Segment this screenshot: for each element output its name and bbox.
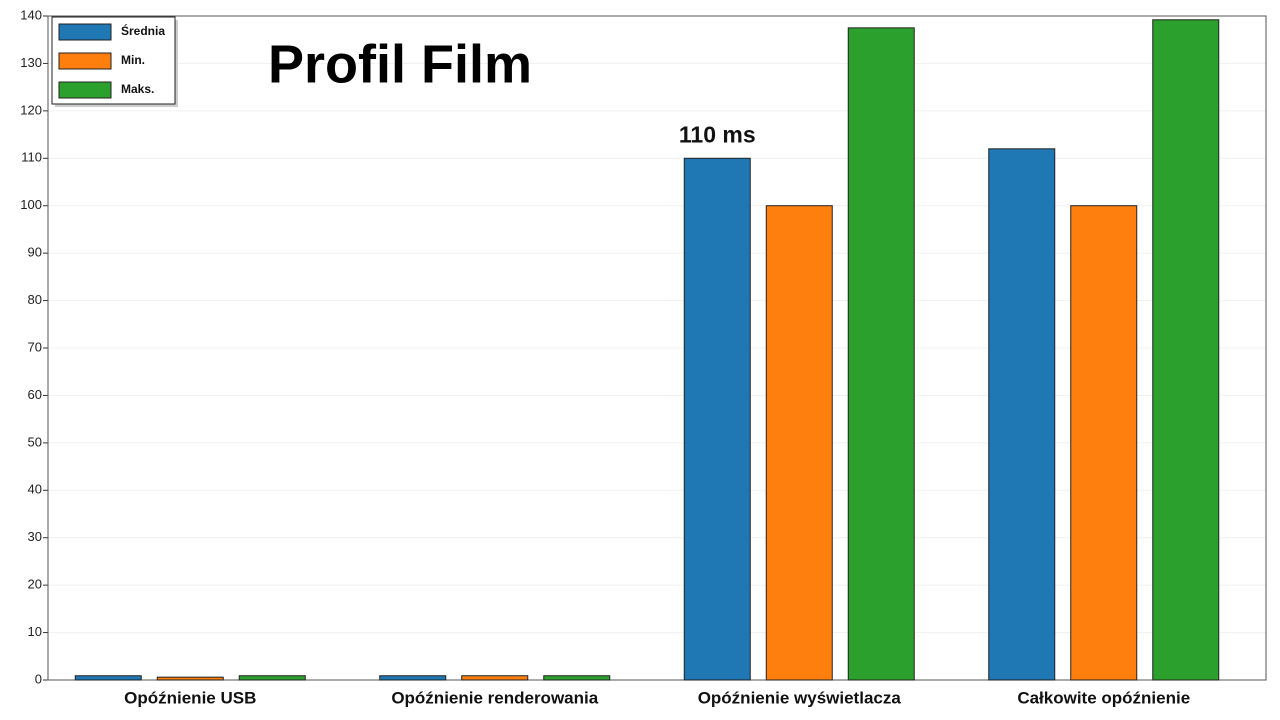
y-tick-label: 140 bbox=[20, 7, 42, 22]
bar bbox=[543, 675, 611, 681]
y-tick-label: 20 bbox=[28, 577, 42, 592]
bar bbox=[683, 157, 751, 681]
legend-swatch bbox=[58, 23, 112, 41]
plot-frame bbox=[47, 15, 1267, 681]
y-tick-label: 90 bbox=[28, 245, 42, 260]
bar bbox=[238, 675, 306, 681]
chart-title: Profil Film bbox=[268, 34, 532, 94]
x-tick-label: Opóźnienie renderowania bbox=[391, 688, 598, 707]
bar bbox=[156, 676, 224, 681]
legend-label: Maks. bbox=[121, 82, 154, 96]
bar bbox=[379, 675, 447, 681]
bar bbox=[847, 27, 915, 681]
x-tick-label: Opóźnienie USB bbox=[124, 688, 256, 707]
y-tick-label: 10 bbox=[28, 624, 42, 639]
y-tick-label: 50 bbox=[28, 434, 42, 449]
y-tick-label: 80 bbox=[28, 292, 42, 307]
legend-label: Min. bbox=[121, 53, 145, 67]
y-tick-label: 130 bbox=[20, 55, 42, 70]
y-tick-label: 60 bbox=[28, 387, 42, 402]
legend-swatch bbox=[58, 52, 112, 70]
y-tick-label: 100 bbox=[20, 197, 42, 212]
legend-label: Średnia bbox=[121, 23, 165, 38]
y-tick-label: 40 bbox=[28, 482, 42, 497]
bar bbox=[1070, 205, 1138, 681]
y-tick-label: 120 bbox=[20, 102, 42, 117]
value-label: 110 ms bbox=[679, 121, 756, 147]
bar bbox=[765, 205, 833, 681]
y-tick-label: 0 bbox=[35, 671, 42, 686]
legend-swatch bbox=[58, 81, 112, 99]
x-tick-label: Opóźnienie wyświetlacza bbox=[698, 688, 902, 707]
y-tick-label: 110 bbox=[21, 150, 42, 165]
bar bbox=[74, 675, 142, 681]
y-tick-label: 30 bbox=[28, 529, 42, 544]
bar bbox=[461, 675, 529, 681]
bar bbox=[988, 148, 1056, 681]
y-tick-label: 70 bbox=[28, 339, 42, 354]
x-tick-label: Całkowite opóźnienie bbox=[1017, 688, 1190, 707]
bar bbox=[1152, 19, 1220, 681]
